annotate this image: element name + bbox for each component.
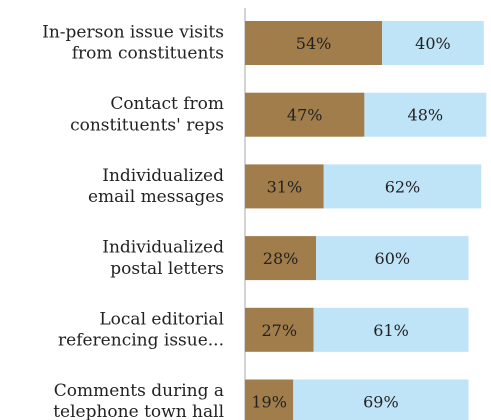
category-label-line: In-person issue visits (42, 22, 224, 42)
data-label: 40% (415, 34, 451, 53)
category-label-line: email messages (88, 187, 224, 207)
bar-segment-secondary (364, 92, 487, 137)
data-label: 47% (287, 106, 323, 125)
category-label-line: Contact from (110, 94, 224, 114)
category-label: Local editorial referencing issue... (58, 309, 224, 350)
category-label: Comments during a telephone town hall (53, 381, 224, 420)
bar-segment-primary (245, 92, 365, 137)
category-label-line: Individualized (102, 238, 224, 258)
data-label: 62% (385, 177, 421, 196)
category-label-line: postal letters (110, 259, 224, 279)
category-label-line: constituents' reps (70, 115, 224, 135)
data-label: 48% (408, 106, 444, 125)
category-label-line: telephone town hall (53, 402, 224, 420)
data-label: 28% (263, 249, 299, 268)
data-label: 31% (267, 177, 303, 196)
bar-segment-secondary (313, 307, 469, 352)
bar-segment-primary (245, 307, 314, 352)
bar-segment-secondary (316, 236, 469, 281)
data-label: 60% (375, 249, 411, 268)
bar-segment-secondary (382, 21, 484, 65)
category-label: Individualized postal letters (102, 238, 224, 279)
bar-segment-secondary (323, 164, 482, 209)
bar-segment-secondary (293, 379, 469, 420)
data-label: 54% (296, 34, 332, 53)
data-label: 69% (363, 393, 399, 412)
bar-segment-primary (245, 164, 324, 209)
category-label-line: referencing issue... (58, 331, 224, 351)
category-label-line: Local editorial (99, 309, 224, 329)
data-label: 27% (262, 321, 298, 340)
category-label: Contact from constituents' reps (70, 94, 224, 135)
bar-segment-primary (245, 379, 294, 420)
category-label-line: Comments during a (54, 381, 224, 401)
bar-segment-primary (245, 236, 317, 281)
data-label: 19% (251, 393, 287, 412)
bar-segment-primary (245, 21, 383, 65)
category-label-line: from constituents (72, 44, 224, 64)
data-label: 61% (373, 321, 409, 340)
category-label-line: Individualized (102, 166, 224, 186)
category-label: In-person issue visits from constituents (42, 22, 224, 63)
category-label: Individualized email messages (88, 166, 224, 207)
